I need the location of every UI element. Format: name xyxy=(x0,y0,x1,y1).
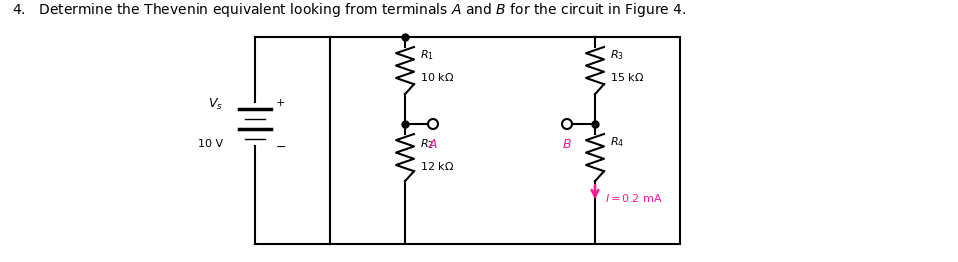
Text: $R_4$: $R_4$ xyxy=(610,135,625,149)
Text: $+$: $+$ xyxy=(275,96,285,107)
Text: 15 k$\Omega$: 15 k$\Omega$ xyxy=(610,71,644,83)
Text: $A$: $A$ xyxy=(428,138,438,151)
Text: $I = 0.2$ mA: $I = 0.2$ mA xyxy=(605,192,663,204)
Text: 12 k$\Omega$: 12 k$\Omega$ xyxy=(420,160,454,172)
Text: $-$: $-$ xyxy=(275,139,286,152)
Text: 10 V: 10 V xyxy=(198,139,223,149)
Text: $R_3$: $R_3$ xyxy=(610,48,624,62)
Text: $V_s$: $V_s$ xyxy=(208,96,223,112)
Text: $R_1$: $R_1$ xyxy=(420,48,434,62)
Text: $R_2$: $R_2$ xyxy=(420,137,434,151)
Text: 10 k$\Omega$: 10 k$\Omega$ xyxy=(420,71,454,83)
Text: $B$: $B$ xyxy=(562,138,572,151)
Text: 4.   Determine the Thevenin equivalent looking from terminals $A$ and $B$ for th: 4. Determine the Thevenin equivalent loo… xyxy=(12,1,687,19)
